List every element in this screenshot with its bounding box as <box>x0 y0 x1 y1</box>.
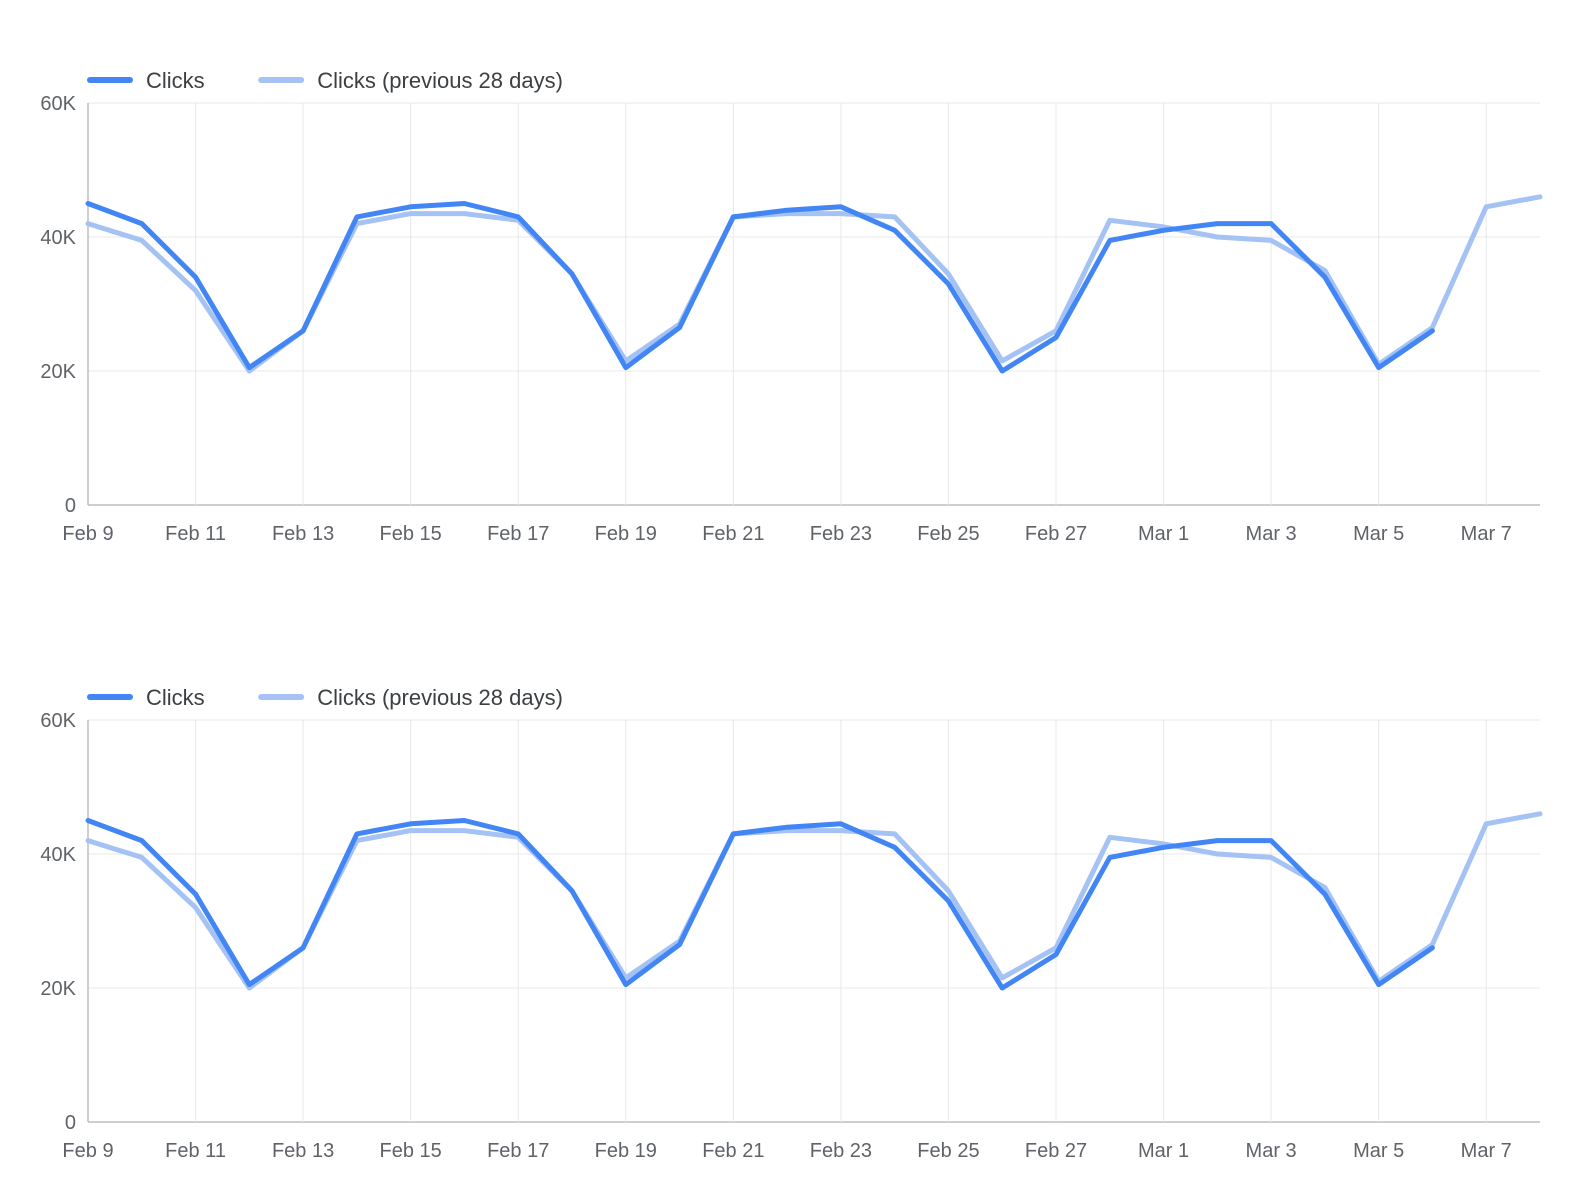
legend-label: Clicks (previous 28 days) <box>317 68 563 93</box>
x-tick-label: Mar 5 <box>1353 1140 1404 1162</box>
series-line-0[interactable] <box>85 201 1435 374</box>
x-tick-label: Feb 19 <box>595 523 657 545</box>
legend-label: Clicks <box>146 68 205 93</box>
y-tick-label: 40K <box>40 844 76 866</box>
legend-label: Clicks (previous 28 days) <box>317 685 563 710</box>
y-tick-label: 40K <box>40 227 76 249</box>
x-tick-label: Feb 9 <box>62 1140 113 1162</box>
series-line-1[interactable] <box>85 811 1543 991</box>
x-tick-label: Mar 3 <box>1246 523 1297 545</box>
x-tick-label: Feb 21 <box>702 1140 764 1162</box>
x-tick-label: Feb 13 <box>272 1140 334 1162</box>
x-tick-label: Feb 21 <box>702 523 764 545</box>
x-tick-label: Feb 17 <box>487 523 549 545</box>
clicks-chart-bottom: 0 20K 40K 60K Feb 9 Feb 11 Feb 13 Feb 15 Feb 17 F… <box>0 647 1572 1200</box>
x-tick-label: Feb 25 <box>917 523 979 545</box>
clicks-line-chart-1[interactable]: 0 20K 40K 60K Feb 9 Feb 11 Feb 13 Feb 15 Feb 17 F… <box>0 30 1572 590</box>
x-tick-label: Feb 27 <box>1025 523 1087 545</box>
clicks-line-chart-2[interactable]: 0 20K 40K 60K Feb 9 Feb 11 Feb 13 Feb 15 Feb 17 F… <box>0 647 1572 1200</box>
x-tick-label: Mar 3 <box>1246 1140 1297 1162</box>
y-tick-label: 20K <box>40 978 76 1000</box>
clicks-chart-top: 0 20K 40K 60K Feb 9 Feb 11 Feb 13 Feb 15 Feb 17 F… <box>0 30 1572 590</box>
y-tick-label: 60K <box>40 710 76 732</box>
x-tick-label: Feb 23 <box>810 1140 872 1162</box>
x-tick-label: Feb 13 <box>272 523 334 545</box>
x-tick-label: Feb 11 <box>165 1140 226 1162</box>
x-tick-label: Feb 17 <box>487 1140 549 1162</box>
x-tick-label: Mar 7 <box>1461 523 1512 545</box>
series-line-1[interactable] <box>85 194 1543 374</box>
x-tick-label: Mar 1 <box>1138 523 1189 545</box>
y-tick-label: 60K <box>40 93 76 115</box>
x-tick-label: Feb 11 <box>165 523 226 545</box>
y-tick-label: 0 <box>65 1112 76 1134</box>
x-tick-label: Feb 25 <box>917 1140 979 1162</box>
x-tick-label: Feb 9 <box>62 523 113 545</box>
x-tick-label: Feb 15 <box>380 1140 442 1162</box>
x-tick-label: Mar 5 <box>1353 523 1404 545</box>
x-tick-label: Feb 27 <box>1025 1140 1087 1162</box>
x-tick-label: Feb 23 <box>810 523 872 545</box>
y-tick-label: 0 <box>65 495 76 517</box>
series-line-0[interactable] <box>85 818 1435 991</box>
x-tick-label: Feb 15 <box>380 523 442 545</box>
x-tick-label: Mar 1 <box>1138 1140 1189 1162</box>
legend-label: Clicks <box>146 685 205 710</box>
x-tick-label: Feb 19 <box>595 1140 657 1162</box>
y-tick-label: 20K <box>40 361 76 383</box>
x-tick-label: Mar 7 <box>1461 1140 1512 1162</box>
